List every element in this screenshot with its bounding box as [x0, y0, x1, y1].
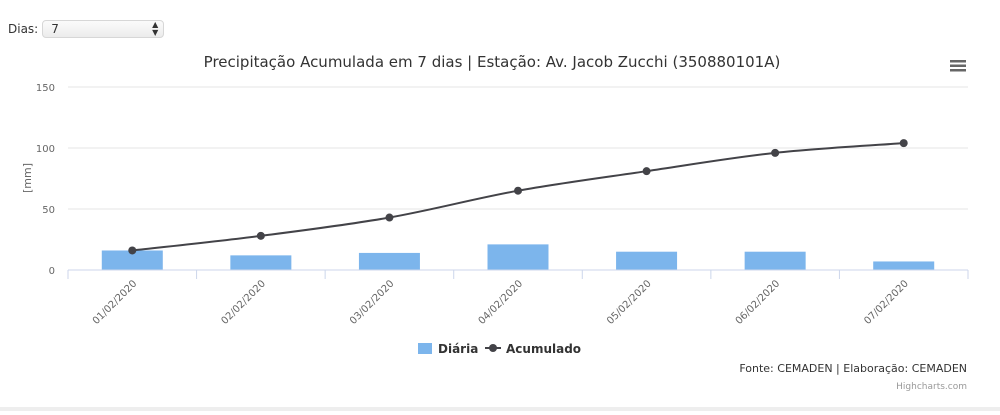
- x-tick-label: 05/02/2020: [605, 278, 654, 327]
- bar-daily[interactable]: [616, 251, 678, 270]
- line-series: [128, 139, 908, 255]
- accumulated-point[interactable]: [128, 246, 137, 255]
- accumulated-point[interactable]: [385, 213, 394, 222]
- y-axis-label: [mm]: [21, 163, 34, 193]
- x-tick-label: 03/02/2020: [348, 278, 397, 327]
- accumulated-line: [132, 142, 904, 252]
- bar-daily[interactable]: [873, 261, 935, 270]
- bar-daily[interactable]: [358, 252, 420, 270]
- y-tick-label: 100: [36, 144, 55, 155]
- legend-daily-label: Diária: [438, 342, 478, 356]
- accumulated-point[interactable]: [514, 186, 522, 195]
- bar-daily[interactable]: [744, 251, 806, 270]
- legend: Diária Acumulado: [418, 342, 581, 356]
- bar-daily[interactable]: [101, 250, 163, 270]
- y-tick-label: 150: [36, 83, 55, 94]
- days-filter-label: Dias:: [8, 22, 39, 36]
- legend-daily-swatch: [418, 343, 432, 354]
- y-tick-label: 50: [42, 205, 55, 216]
- x-tick-label: 07/02/2020: [862, 278, 911, 327]
- y-tick-label: 0: [49, 266, 55, 277]
- x-tick-label: 06/02/2020: [734, 278, 783, 327]
- chart-title: Precipitação Acumulada em 7 dias | Estaç…: [204, 53, 781, 71]
- axes: 0 50 100 150 01/02/2020 02/02/2020 03/02/2020 0…: [36, 83, 969, 327]
- select-arrows-icon: ▲ ▼: [152, 20, 159, 37]
- x-tick-label: 04/02/2020: [477, 278, 526, 327]
- legend-item-daily[interactable]: Diária: [418, 342, 478, 356]
- highcharts-link[interactable]: Highcharts.com: [896, 382, 967, 392]
- accumulated-point[interactable]: [899, 139, 908, 148]
- bar-series: [101, 244, 935, 270]
- days-select[interactable]: 7 ▲ ▼: [42, 20, 165, 38]
- accumulated-point[interactable]: [771, 148, 780, 157]
- hamburger-menu-icon[interactable]: [950, 60, 966, 72]
- days-select-value: 7: [51, 22, 59, 36]
- grid-lines: [68, 86, 968, 210]
- legend-item-accumulated[interactable]: Acumulado: [485, 342, 581, 356]
- bar-daily[interactable]: [230, 255, 292, 270]
- chart-credits: Fonte: CEMADEN | Elaboração: CEMADEN: [739, 362, 967, 375]
- legend-accumulated-marker: [489, 344, 497, 352]
- days-filter: Dias: 7 ▲ ▼: [8, 20, 165, 38]
- accumulated-point[interactable]: [256, 231, 265, 240]
- page-bottom-border: [0, 407, 1000, 411]
- accumulated-point[interactable]: [642, 167, 651, 176]
- bar-daily[interactable]: [487, 244, 549, 270]
- legend-accumulated-label: Acumulado: [506, 342, 581, 356]
- x-tick-label: 02/02/2020: [219, 278, 268, 327]
- x-tick-label: 01/02/2020: [91, 278, 140, 327]
